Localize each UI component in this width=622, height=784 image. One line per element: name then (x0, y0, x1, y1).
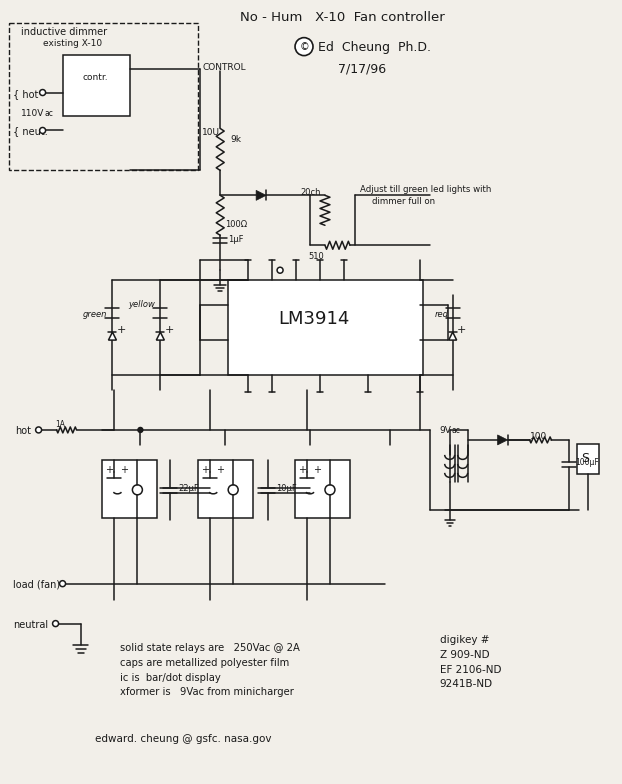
Text: +: + (106, 465, 113, 475)
Text: 100μF: 100μF (575, 458, 599, 467)
Text: +: + (121, 465, 128, 475)
Circle shape (40, 89, 45, 96)
Text: digikey #: digikey # (440, 634, 490, 644)
Bar (228, 280, 423, 375)
Text: ac: ac (45, 108, 53, 118)
Circle shape (53, 621, 58, 626)
Text: 9V: 9V (440, 426, 452, 435)
Text: 22μF: 22μF (179, 484, 199, 493)
Polygon shape (498, 435, 508, 445)
Text: caps are metallized polyester film: caps are metallized polyester film (121, 658, 290, 667)
Text: 110V: 110V (21, 108, 44, 118)
Text: +: + (202, 465, 209, 475)
Polygon shape (256, 191, 266, 201)
Text: contr.: contr. (83, 73, 108, 82)
Text: ic is  bar/dot display: ic is bar/dot display (121, 673, 221, 683)
Text: 10U: 10U (202, 129, 220, 137)
Text: { neut.: { neut. (12, 126, 47, 136)
Bar (9, 23, 198, 170)
Text: CONTROL: CONTROL (202, 63, 246, 71)
Text: +: + (298, 465, 306, 475)
Polygon shape (448, 332, 457, 340)
Polygon shape (108, 332, 116, 340)
Text: Ed  Cheung  Ph.D.: Ed Cheung Ph.D. (318, 41, 431, 53)
Text: existing X-10: existing X-10 (42, 38, 102, 48)
Circle shape (228, 485, 238, 495)
Bar (63, 55, 131, 117)
Text: 100: 100 (529, 432, 547, 441)
Text: solid state relays are   250Vac @ 2A: solid state relays are 250Vac @ 2A (121, 643, 300, 652)
Bar (103, 460, 157, 517)
Bar (198, 460, 253, 517)
Circle shape (277, 267, 283, 273)
Text: load (fan): load (fan) (12, 579, 60, 590)
Text: No - Hum   X-10  Fan controller: No - Hum X-10 Fan controller (240, 11, 445, 24)
Bar (577, 444, 600, 474)
Text: LM3914: LM3914 (278, 310, 350, 328)
Text: 20ch: 20ch (300, 188, 320, 198)
Text: dimmer full on: dimmer full on (372, 198, 435, 206)
Text: EF 2106-ND: EF 2106-ND (440, 665, 501, 674)
Text: 1μF: 1μF (228, 235, 244, 245)
Text: Adjust till green led lights with: Adjust till green led lights with (360, 185, 491, 194)
Text: +: + (164, 325, 174, 335)
Bar (295, 460, 350, 517)
Text: Z 909-ND: Z 909-ND (440, 649, 490, 659)
Text: red: red (435, 310, 448, 319)
Text: green: green (83, 310, 107, 319)
Text: 1A: 1A (55, 420, 65, 429)
Text: S: S (582, 452, 590, 465)
Text: ac: ac (452, 426, 460, 435)
Text: edward. cheung @ gsfc. nasa.gov: edward. cheung @ gsfc. nasa.gov (96, 735, 272, 744)
Text: hot: hot (15, 426, 30, 436)
Text: +: + (216, 465, 224, 475)
Circle shape (138, 427, 143, 433)
Text: 7/17/96: 7/17/96 (338, 63, 386, 75)
Text: inductive dimmer: inductive dimmer (21, 27, 107, 37)
Text: xformer is   9Vac from minicharger: xformer is 9Vac from minicharger (121, 688, 294, 698)
Circle shape (295, 38, 313, 56)
Circle shape (40, 128, 45, 133)
Text: 510: 510 (308, 252, 324, 261)
Circle shape (325, 485, 335, 495)
Text: { hot: { hot (12, 89, 38, 100)
Circle shape (60, 581, 65, 586)
Polygon shape (156, 332, 164, 340)
Text: +: + (457, 325, 466, 335)
Text: yellow: yellow (128, 300, 156, 309)
Circle shape (35, 427, 42, 433)
Text: 10μF: 10μF (276, 484, 297, 493)
Text: 9k: 9k (230, 136, 241, 144)
Circle shape (132, 485, 142, 495)
Text: +: + (116, 325, 126, 335)
Text: 100Ω: 100Ω (225, 220, 248, 229)
Text: +: + (313, 465, 321, 475)
Text: ©: © (299, 42, 309, 52)
Text: 9241B-ND: 9241B-ND (440, 680, 493, 689)
Text: neutral: neutral (12, 619, 48, 630)
